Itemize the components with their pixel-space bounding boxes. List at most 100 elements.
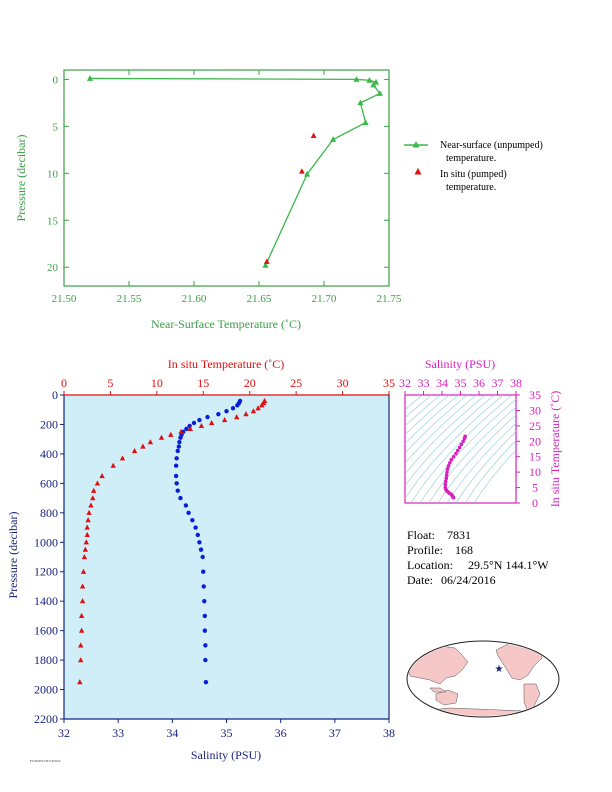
location-label: Location: [407,558,453,572]
sal-tick-label: 37 [329,726,341,740]
salinity-point [201,569,206,574]
salinity-point [176,444,182,449]
top-x-tick-label: 21.70 [312,293,337,305]
unpumped-point [357,99,364,106]
date-label: Date: [407,573,433,587]
top-y-axis-label: Pressure (decibar) [14,135,28,222]
ts-y-tick-label: 25 [529,419,541,433]
temperature-point [80,568,87,574]
temperature-point [198,422,205,429]
sal-tick-label: 34 [166,726,178,740]
temperature-point [221,417,228,423]
density-contour [405,395,441,427]
salinity-point [175,448,180,454]
temperature-point [140,443,146,449]
ts-point [454,451,458,456]
ts-x-tick-label: 35 [455,376,467,390]
density-contour [419,399,516,503]
salinity-point [202,598,207,604]
pumped-point [299,168,305,174]
temperature-point [99,473,105,479]
pressure-tick-label: 1400 [34,594,58,608]
temperature-point [88,502,94,508]
sal-tick-label: 33 [112,726,124,740]
legend-unpumped-label: Near-surface (unpumped) [440,140,543,151]
temperature-point [82,546,89,552]
top-y-tick-label: 0 [53,74,59,86]
ts-y-tick-label: 10 [529,465,541,479]
temp-tick-label: 25 [290,376,302,390]
chart-profile: 0 5 10 15 20 25 30 35 32 33 34 35 36 37 38 0 200 400 600 80… [6,357,395,762]
pumped-point [310,132,317,138]
temp-tick-label: 10 [151,376,163,390]
top-legend: Near-surface (unpumped) temperature. In … [404,140,543,193]
density-contour [405,395,450,436]
salinity-point [205,414,210,420]
location-value: 29.5°N 144.1°W [468,558,549,572]
temperature-point [158,434,165,440]
float-location-star: ★ [495,664,504,675]
density-contour [455,431,516,503]
profile-top-axis-label: In situ Temperature (˚C) [168,357,285,371]
unpumped-point [304,170,311,177]
temp-tick-label: 5 [107,376,113,390]
salinity-point [203,657,208,663]
ts-point [451,495,456,500]
legend-pumped-label: In situ (pumped) [440,169,507,180]
salinity-point [230,406,236,411]
unpumped-point [330,136,337,142]
temperature-point [77,679,83,685]
pressure-tick-label: 1800 [34,653,58,667]
ts-x-axis-label: Salinity (PSU) [425,357,495,371]
top-x-tick-label: 21.55 [117,293,142,305]
temperature-point [78,657,84,663]
top-plot-frame [63,69,390,287]
salinity-point [190,517,195,523]
temperature-point [208,419,215,426]
unpumped-point [366,76,373,83]
pressure-tick-label: 1200 [34,565,58,579]
ts-x-tick-label: 33 [418,376,430,390]
temperature-point [243,411,249,417]
profile-y-axis-label: Pressure (decibar) [6,512,20,599]
ts-y-tick-label: 35 [529,388,541,402]
temperature-point [79,583,86,589]
temperature-point [119,455,126,461]
salinity-point [174,481,179,486]
top-x-tick-label: 21.50 [52,293,77,305]
temperature-point [81,554,88,560]
pressure-tick-label: 400 [40,447,58,461]
temp-tick-label: 0 [61,376,67,390]
salinity-point [201,584,206,589]
salinity-point [183,503,189,508]
ts-point [443,482,448,487]
unpumped-point [353,75,360,82]
top-x-tick-label: 21.60 [182,293,207,305]
salinity-point [216,411,221,417]
ts-point [447,461,452,465]
density-contour [410,395,513,503]
temperature-point [78,627,85,633]
ts-y-tick-label: 0 [532,496,538,510]
ts-x-tick-label: 37 [492,376,504,390]
salinity-point [203,679,209,685]
pressure-tick-label: 2000 [34,683,58,697]
salinity-point [202,628,208,633]
salinity-point [178,435,183,440]
top-x-tick-label: 21.65 [247,293,272,305]
sal-tick-label: 38 [383,726,395,740]
temperature-point [84,531,90,538]
salinity-point [178,495,183,501]
salinity-point [186,510,191,516]
density-contour [405,395,468,454]
ts-point [457,445,462,450]
temperature-point [78,612,85,619]
chart-near-surface: 21.50 21.55 21.60 21.65 21.70 21.75 0 5 10 15 20 N… [14,69,543,331]
unpumped-point [372,78,380,85]
ts-y-tick-label: 30 [529,403,541,417]
ts-point [451,454,456,459]
ts-x-tick-label: 36 [473,376,485,390]
temperature-point [168,431,174,437]
